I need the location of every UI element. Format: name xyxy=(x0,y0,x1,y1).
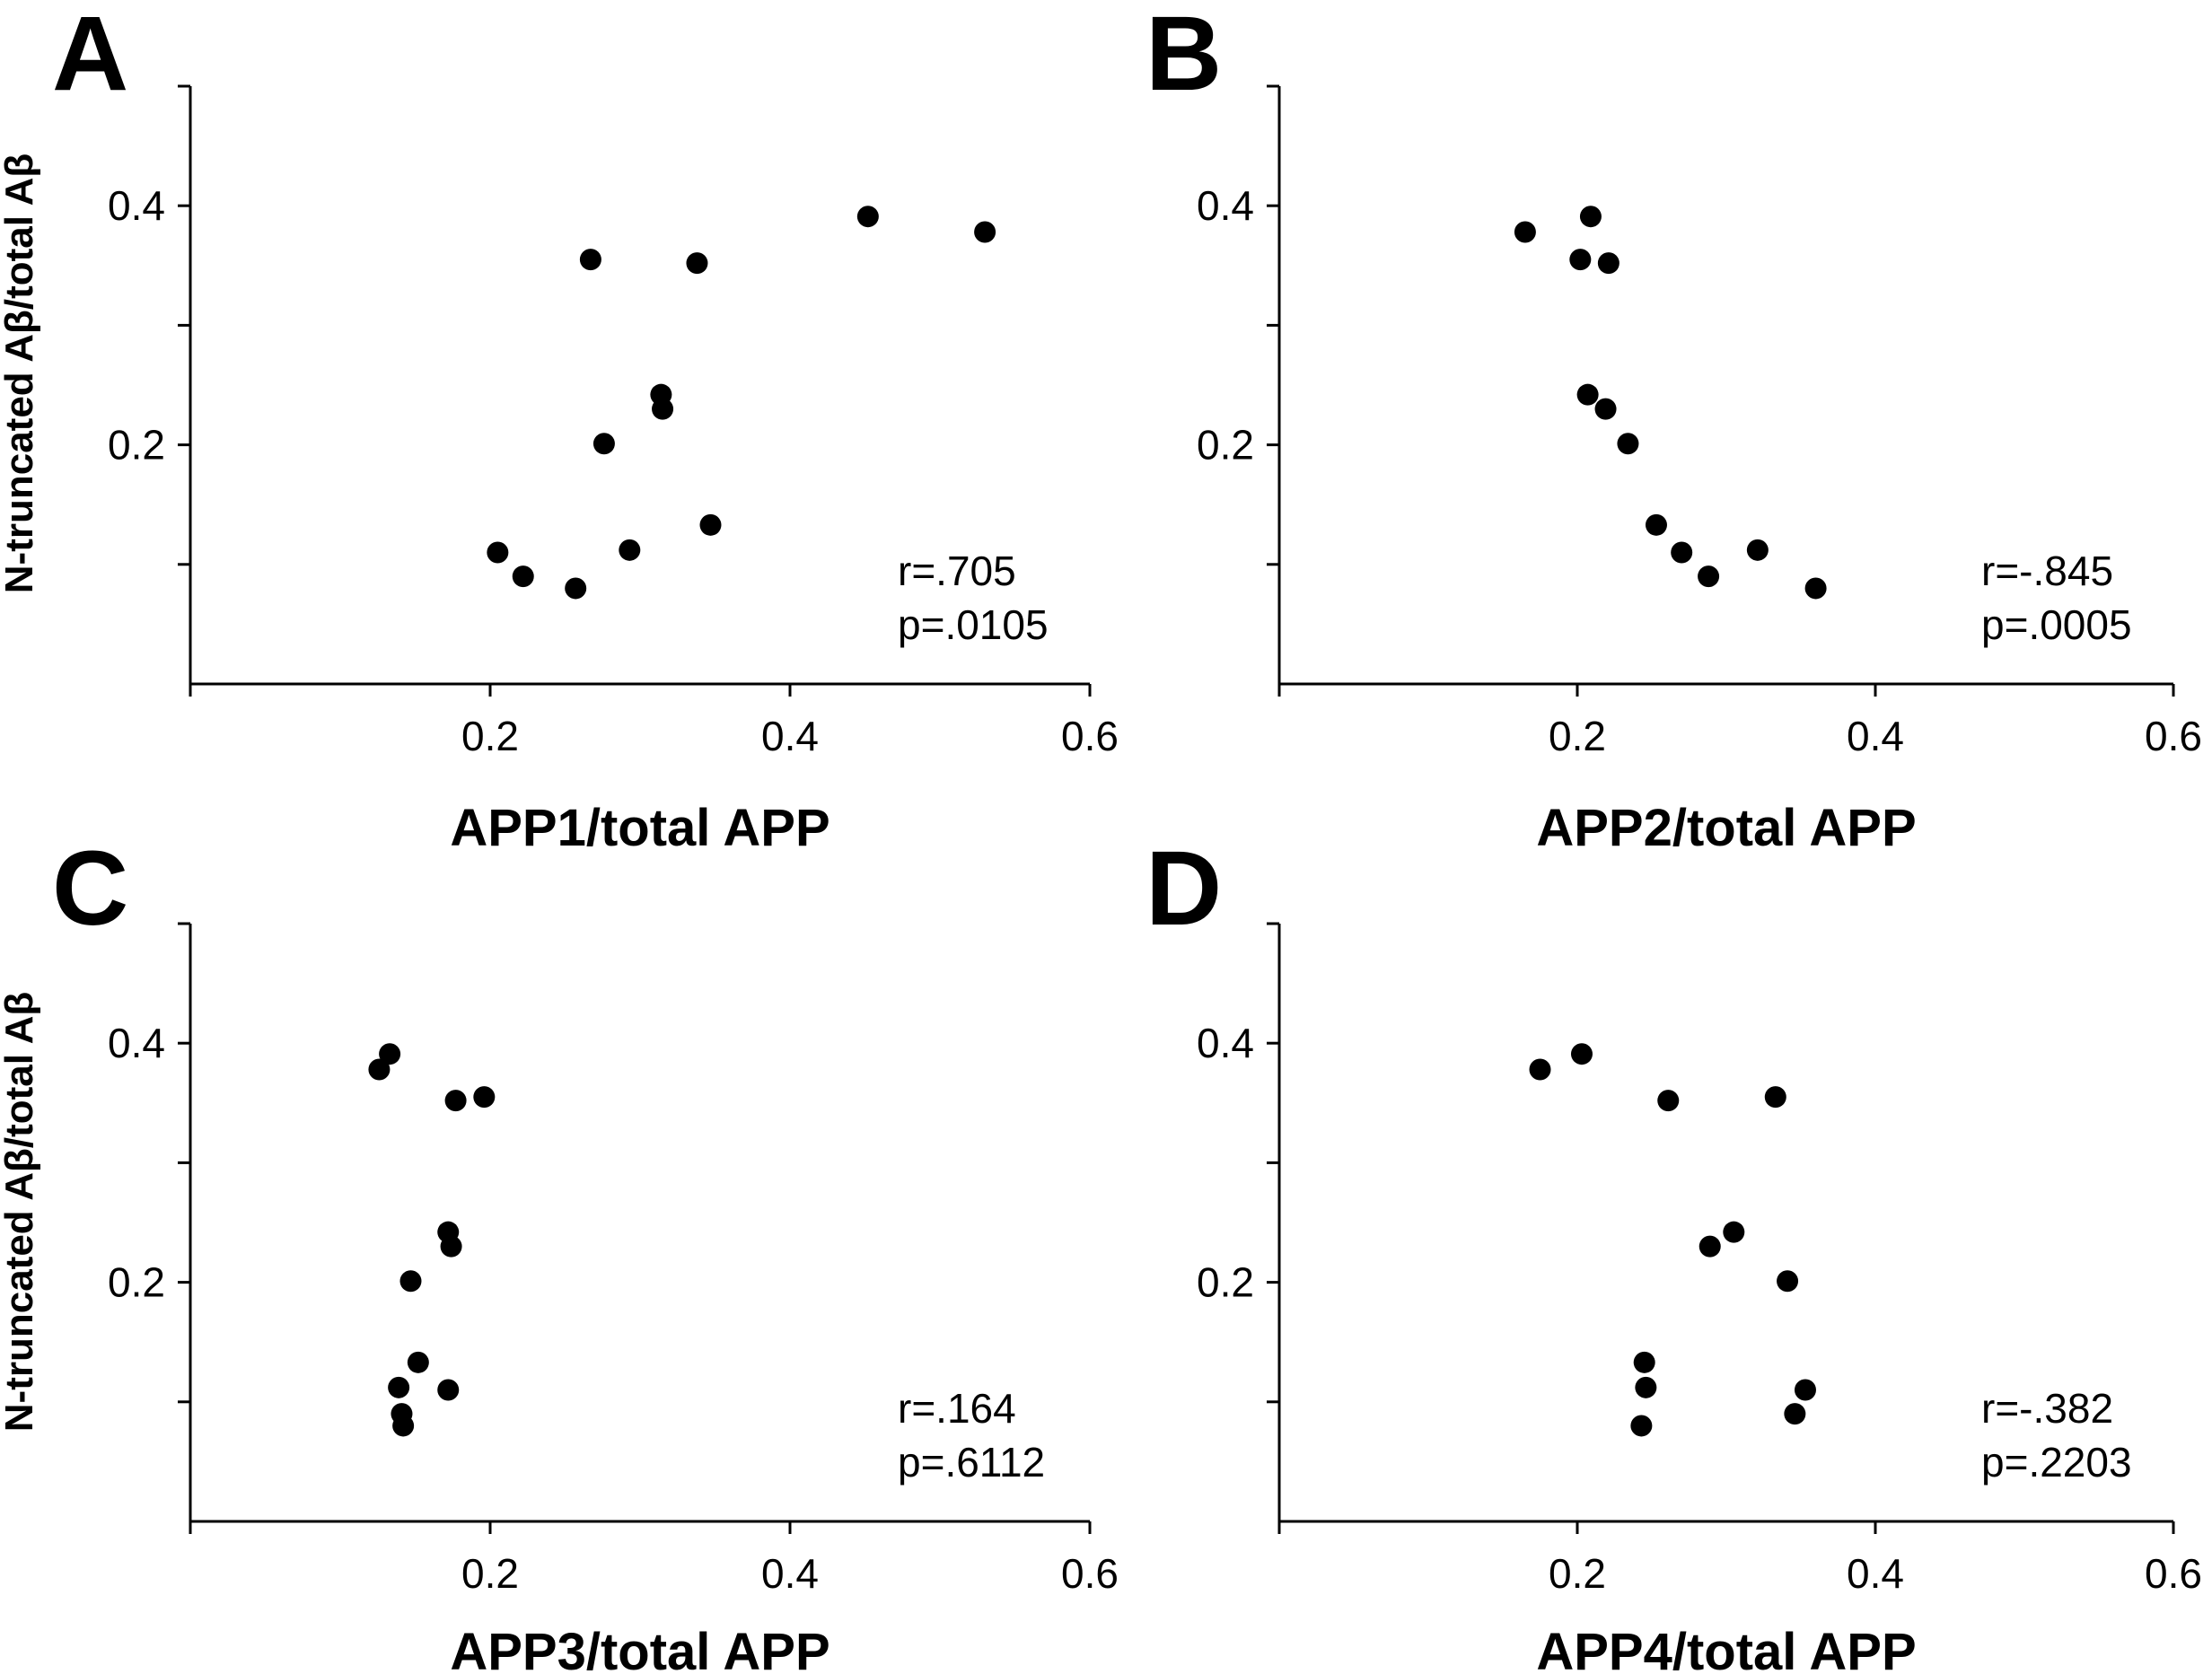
data-point-b xyxy=(1645,513,1667,536)
data-point-a xyxy=(699,513,722,536)
y-tick-label-d: 0.4 xyxy=(1197,1020,1254,1066)
plot-area-b: 0.2 0.4 0.6 0.2 0.4 xyxy=(1197,84,2202,759)
data-point-b xyxy=(1746,539,1769,561)
x-tick-label-b: 0.4 xyxy=(1847,713,1904,759)
data-point-a xyxy=(487,541,509,564)
y-axis-label-c: N-truncated Aβ/total Aβ xyxy=(0,992,41,1432)
data-point-b xyxy=(1804,577,1827,600)
x-tick-label-d: 0.2 xyxy=(1549,1550,1606,1597)
data-point-c xyxy=(392,1415,415,1437)
x-axis-label-d: APP4/total APP xyxy=(1536,1623,1916,1674)
data-point-a xyxy=(686,252,708,275)
panel-a: A N-truncated Aβ/total Aβ APP1/total APP… xyxy=(0,0,1119,857)
stat-r-c: r=.164 xyxy=(898,1385,1016,1432)
data-point-d xyxy=(1698,1235,1721,1258)
data-point-c xyxy=(388,1376,410,1398)
plot-area-c: 0.2 0.4 0.6 0.2 0.4 xyxy=(108,922,1119,1597)
data-point-d xyxy=(1635,1376,1657,1398)
y-tick-label-c: 0.2 xyxy=(108,1259,165,1306)
data-point-d xyxy=(1723,1221,1745,1243)
stat-r-d: r=-.382 xyxy=(1981,1385,2113,1432)
stat-p-c: p=.6112 xyxy=(898,1439,1045,1486)
y-tick-label-d: 0.2 xyxy=(1197,1259,1254,1306)
panel-label-b: B xyxy=(1146,0,1222,113)
data-point-a xyxy=(512,565,534,588)
y-tick-label-b: 0.2 xyxy=(1197,422,1254,469)
data-point-c xyxy=(444,1090,467,1112)
panel-label-d: D xyxy=(1146,829,1222,948)
x-axis-label-c: APP3/total APP xyxy=(450,1623,830,1674)
stat-r-b: r=-.845 xyxy=(1981,548,2113,594)
data-point-b xyxy=(1569,249,1592,271)
stat-p-b: p=.0005 xyxy=(1981,601,2132,648)
data-point-a xyxy=(974,221,996,243)
data-point-a xyxy=(652,398,674,420)
data-point-b xyxy=(1579,206,1602,228)
stat-p-a: p=.0105 xyxy=(898,601,1049,648)
data-point-b xyxy=(1576,383,1599,406)
data-point-a xyxy=(565,577,587,600)
plot-area-a: 0.2 0.4 0.6 0.2 0.4 xyxy=(108,84,1119,759)
data-point-a xyxy=(856,206,879,228)
data-point-b xyxy=(1514,221,1536,243)
data-point-d xyxy=(1633,1351,1655,1373)
panel-d: D APP4/total APP r=-.382 p=.2203 0.2 0.4 0… xyxy=(1146,829,2202,1674)
data-point-c xyxy=(379,1043,401,1065)
panel-b: B APP2/total APP r=-.845 p=.0005 0.2 0.4 0… xyxy=(1146,0,2202,857)
x-axis-label-b: APP2/total APP xyxy=(1536,799,1916,857)
x-tick-label-b: 0.2 xyxy=(1549,713,1606,759)
data-point-d xyxy=(1630,1415,1653,1437)
data-point-a xyxy=(579,249,601,271)
data-point-c xyxy=(407,1351,429,1373)
x-axis-label-a: APP1/total APP xyxy=(450,799,830,857)
data-point-b xyxy=(1617,433,1639,455)
data-point-c xyxy=(399,1270,422,1293)
plot-area-d: 0.2 0.4 0.6 0.2 0.4 xyxy=(1197,922,2202,1597)
x-tick-label-d: 0.4 xyxy=(1847,1550,1904,1597)
x-tick-label-a: 0.2 xyxy=(461,713,519,759)
data-point-d xyxy=(1657,1090,1680,1112)
data-point-c xyxy=(368,1058,391,1081)
x-tick-label-d: 0.6 xyxy=(2145,1550,2202,1597)
data-point-b xyxy=(1671,541,1693,564)
data-point-b xyxy=(1594,398,1617,420)
data-point-d xyxy=(1777,1270,1799,1293)
stat-r-a: r=.705 xyxy=(898,548,1016,594)
data-point-d xyxy=(1794,1379,1816,1401)
y-tick-label-a: 0.4 xyxy=(108,182,165,229)
data-point-d xyxy=(1764,1086,1786,1109)
y-tick-label-c: 0.4 xyxy=(108,1020,165,1066)
data-point-c xyxy=(437,1379,460,1401)
x-tick-label-a: 0.6 xyxy=(1061,713,1119,759)
data-point-d xyxy=(1570,1043,1593,1065)
panel-c: C N-truncated Aβ/total Aβ APP3/total APP… xyxy=(0,829,1119,1674)
data-point-d xyxy=(1529,1058,1551,1081)
data-point-b xyxy=(1698,565,1720,588)
x-tick-label-c: 0.6 xyxy=(1061,1550,1119,1597)
data-point-c xyxy=(473,1086,496,1109)
panel-label-a: A xyxy=(52,0,128,113)
panel-label-c: C xyxy=(52,829,128,948)
y-tick-label-a: 0.2 xyxy=(108,422,165,469)
data-point-b xyxy=(1597,252,1620,275)
data-point-a xyxy=(592,433,615,455)
x-tick-label-c: 0.4 xyxy=(761,1550,819,1597)
y-axis-label-a: N-truncated Aβ/total Aβ xyxy=(0,153,41,593)
data-point-d xyxy=(1784,1403,1806,1425)
data-point-a xyxy=(619,539,641,561)
x-tick-label-b: 0.6 xyxy=(2145,713,2202,759)
data-point-c xyxy=(440,1235,462,1258)
y-tick-label-b: 0.4 xyxy=(1197,182,1254,229)
x-tick-label-a: 0.4 xyxy=(761,713,819,759)
stat-p-d: p=.2203 xyxy=(1981,1439,2132,1486)
x-tick-label-c: 0.2 xyxy=(461,1550,519,1597)
